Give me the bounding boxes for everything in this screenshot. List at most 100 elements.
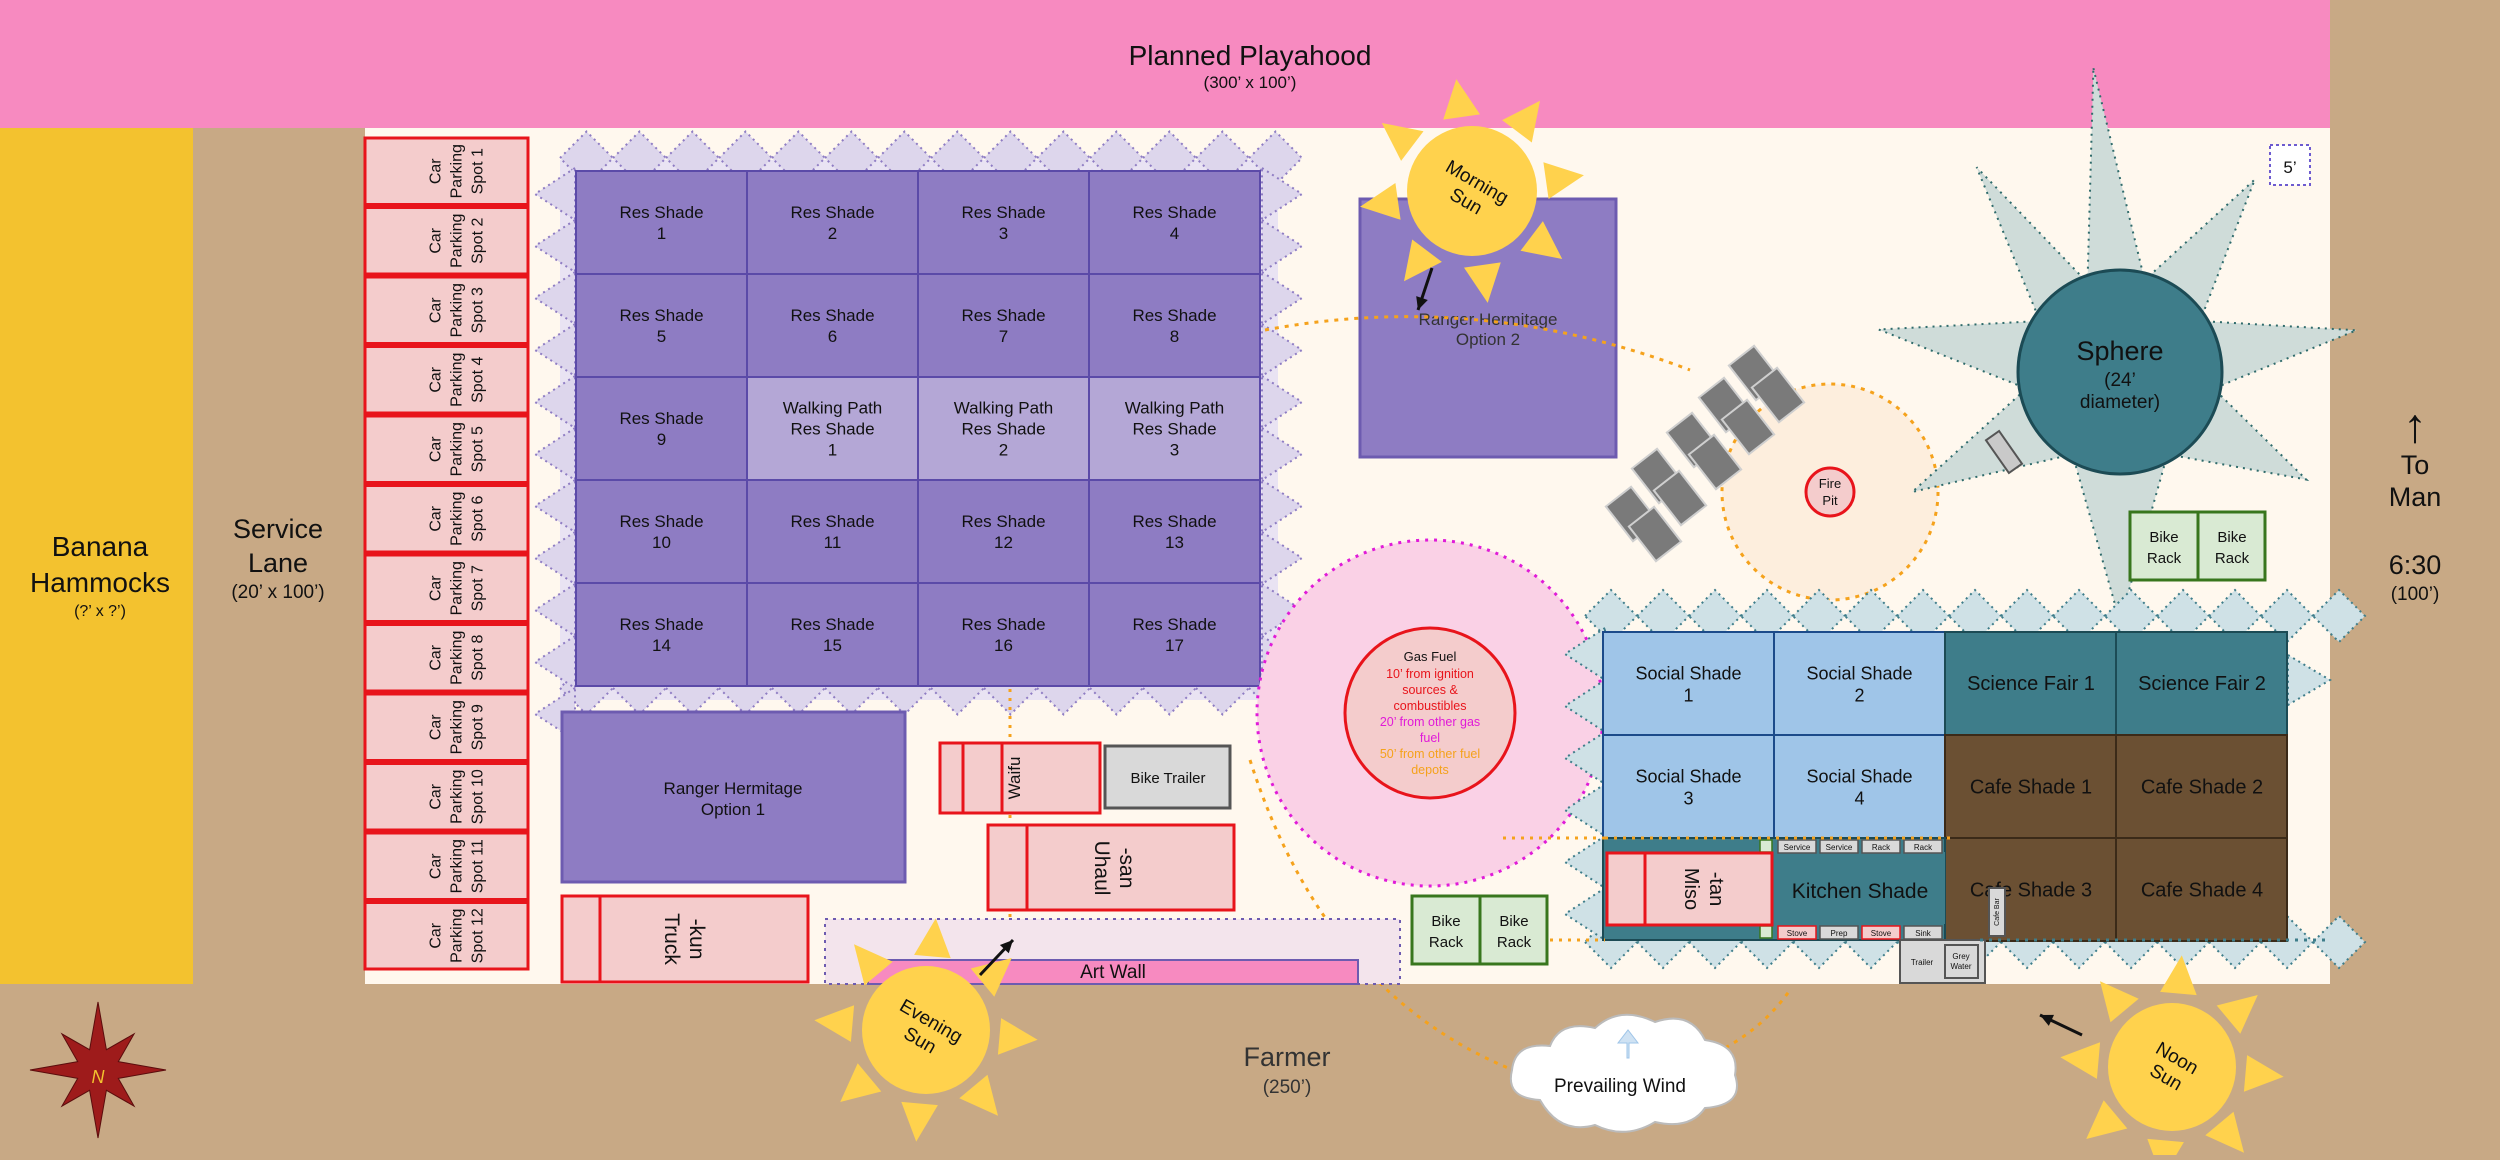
- res-shade-line: 15: [823, 636, 842, 655]
- bike-rack-upper: Bike Rack Bike Rack: [2128, 510, 2267, 582]
- sun-ray: [2100, 981, 2139, 1023]
- fire-pit-area: Fire Pit: [1720, 382, 1940, 602]
- setback-diamond: [1261, 478, 1304, 534]
- sun-ray: [1520, 221, 1563, 259]
- kitchen-fixture: Sink: [1903, 925, 1943, 940]
- bike-trailer-label: Bike Trailer: [1130, 770, 1205, 787]
- science-fair-shade: Science Fair 2: [2115, 631, 2288, 736]
- parking-spot-line: Spot 1: [470, 148, 487, 194]
- sun-direction-arrowhead: [1416, 296, 1428, 310]
- gas-fuel-title: Gas Fuel: [1404, 649, 1457, 664]
- trailer-label: Trailer: [1911, 958, 1934, 967]
- res-shade-line: 8: [1170, 327, 1179, 346]
- social-shade-line: 2: [1854, 686, 1864, 706]
- gas-fuel-red-1: 10’ from ignition: [1386, 667, 1474, 681]
- parking-spot: Car Parking Spot 1: [363, 136, 530, 206]
- res-shade-line: Res Shade: [961, 203, 1045, 222]
- gas-fuel-mag-2: fuel: [1420, 731, 1440, 745]
- farmer-label: Farmer (250’): [1244, 1042, 1331, 1098]
- small-rack: [1759, 925, 1773, 939]
- res-shade-line: Res Shade: [1132, 615, 1216, 634]
- kitchen-fixture-label: Service: [1784, 843, 1811, 852]
- bike-rack-lower: Bike Rack Bike Rack: [1410, 894, 1549, 966]
- parking-spot-line: Car: [428, 714, 445, 740]
- res-shade: Res Shade 17: [1088, 582, 1261, 687]
- sun-ray: [1404, 239, 1442, 282]
- banana-size: (?’ x ?’): [74, 603, 126, 620]
- parking-spot-line: Spot 9: [470, 704, 487, 750]
- res-shade-line: 14: [652, 636, 671, 655]
- res-shade-line: Res Shade: [790, 615, 874, 634]
- sun-ray: [914, 918, 951, 959]
- kitchen-fixture-label: Rack: [1872, 843, 1891, 852]
- parking-spot: Car Parking Spot 4: [363, 345, 530, 415]
- parking-spot-line: Parking: [449, 839, 466, 893]
- parking-spot: Car Parking Spot 10: [363, 762, 530, 832]
- gas-fuel-red-3: combustibles: [1394, 699, 1467, 713]
- kitchen-fixtures: Service Service Rack Rack Stove Prep Stove Sink: [1759, 839, 1943, 940]
- bike-rack-1-line-1: Bike: [1431, 913, 1460, 930]
- parking-spot-line: Spot 6: [470, 496, 487, 542]
- parking-spot-line: Parking: [449, 214, 466, 268]
- parking-spot-line: Parking: [449, 283, 466, 337]
- sun-ray: [2160, 955, 2197, 996]
- compass-letter: N: [92, 1067, 106, 1087]
- res-shade: Res Shade 10: [575, 479, 748, 584]
- sun-ray: [2243, 1055, 2284, 1092]
- social-shade-line: 4: [1854, 789, 1864, 809]
- parking-spot: Car Parking Spot 5: [363, 414, 530, 484]
- res-shade-line: 6: [828, 327, 837, 346]
- bike-rack-3-line-1: Bike: [2149, 529, 2178, 546]
- banana-title-1: Banana: [52, 531, 149, 562]
- res-shade: Res Shade 3: [917, 170, 1090, 275]
- sun-ray: [854, 944, 893, 986]
- parking-spot-line: Car: [428, 575, 445, 601]
- kitchen-fixture-label: Sink: [1915, 929, 1932, 938]
- bike-rack-4-line-1: Bike: [2217, 529, 2246, 546]
- kitchen-fixture-label: Prep: [1831, 929, 1848, 938]
- res-shade: Res Shade 13: [1088, 479, 1261, 584]
- ranger1-line-2: Option 1: [701, 800, 765, 819]
- kitchen-fixture: Service: [1819, 839, 1859, 854]
- gas-fuel-zone: Gas Fuel 10’ from ignition sources & com…: [1255, 538, 1605, 888]
- res-shade-line: Res Shade: [790, 306, 874, 325]
- cafe-shade: Cafe Shade 2: [2115, 734, 2288, 839]
- ranger2-line-2: Option 2: [1456, 330, 1520, 349]
- res-shade-line: 10: [652, 533, 671, 552]
- parking-spot-line: Spot 10: [470, 769, 487, 824]
- res-shade-line: 1: [828, 441, 837, 460]
- bike-rack-4-line-2: Rack: [2215, 550, 2250, 567]
- res-shade: Res Shade 7: [917, 273, 1090, 378]
- cafe-shade-label: Cafe Shade 2: [2141, 777, 2263, 799]
- setback-diamond: [2287, 653, 2332, 707]
- sphere-sub-1: (24’: [2104, 370, 2136, 391]
- parking-spot-line: Parking: [449, 700, 466, 754]
- sun-ray: [997, 1018, 1038, 1055]
- lower-right-setback: [1563, 588, 2367, 970]
- playahood-band: Planned Playahood (300’ x 100’): [0, 0, 2330, 128]
- miso-tan-vehicle: Miso -tan: [1605, 851, 1774, 927]
- social-shade-line: 1: [1683, 686, 1693, 706]
- res-shade-line: Res Shade: [1132, 306, 1216, 325]
- farmer-title: Farmer: [1244, 1042, 1331, 1072]
- gray-equipment-block: [1750, 366, 1806, 424]
- sphere-area: Sphere (24’ diameter): [1878, 67, 2357, 626]
- parking-spot-line: Spot 3: [470, 287, 487, 333]
- sun-ray: [2205, 1111, 2244, 1153]
- res-shade-line: 4: [1170, 224, 1179, 243]
- cafe-shade: Cafe Shade 1: [1944, 734, 2117, 839]
- kitchen-fixture: Rack: [1861, 839, 1901, 854]
- parking-spot-line: Parking: [449, 353, 466, 407]
- uhaul-vehicle: Uhaul -san: [986, 823, 1236, 912]
- kitchen-fixture-label: Service: [1826, 843, 1853, 852]
- res-shade-line: Res Shade: [790, 203, 874, 222]
- social-shade-line: 3: [1683, 789, 1693, 809]
- science-fair-label: Science Fair 2: [2138, 673, 2266, 695]
- parking-spot: Car Parking Spot 2: [363, 206, 530, 276]
- to-man-arrow: ↑: [2403, 400, 2427, 453]
